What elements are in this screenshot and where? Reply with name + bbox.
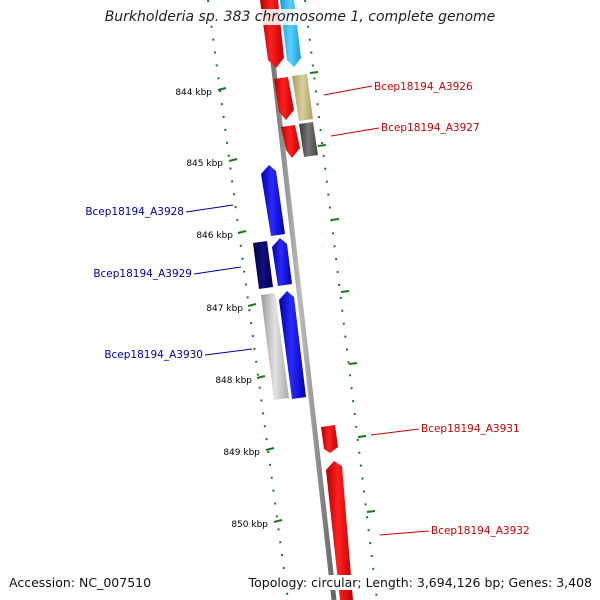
genome-stats: Topology: circular; Length: 3,694,126 bp…	[248, 575, 592, 590]
kbp-tick-label: 846 kbp	[196, 231, 233, 241]
gene-arrow-forward[interactable]	[281, 125, 300, 158]
map-title: Burkholderia sp. 383 chromosome 1, compl…	[0, 9, 600, 25]
gene-arrow-reverse[interactable]	[279, 291, 306, 399]
gene-label[interactable]: Bcep18194_A3930	[104, 349, 203, 361]
gene-label[interactable]: Bcep18194_A3928	[85, 206, 184, 218]
gene-arrow-forward[interactable]	[299, 122, 318, 157]
accession-label: Accession: NC_007510	[9, 575, 152, 590]
gene-arrow-forward[interactable]	[274, 77, 294, 120]
gene-arrow-reverse[interactable]	[261, 165, 285, 236]
gene-arrow-reverse[interactable]	[253, 241, 273, 289]
kbp-tick-label: 849 kbp	[223, 448, 260, 458]
kbp-tick-label: 844 kbp	[175, 88, 212, 98]
kbp-tick-label: 848 kbp	[215, 376, 252, 386]
gene-arrow-reverse[interactable]	[272, 238, 292, 286]
gene-label[interactable]: Bcep18194_A3931	[421, 423, 520, 435]
label-leader-lines	[185, 85, 430, 536]
kbp-tick-label: 845 kbp	[186, 159, 223, 169]
gene-arrow-forward[interactable]	[326, 461, 353, 600]
gene-label[interactable]: Bcep18194_A3927	[381, 122, 480, 134]
gene-label[interactable]: Bcep18194_A3929	[93, 268, 192, 280]
kbp-tick-marks	[217, 71, 376, 523]
kbp-tick-label: 847 kbp	[206, 304, 243, 314]
kbp-tick-label: 850 kbp	[231, 520, 268, 530]
gene-arrow-forward[interactable]	[321, 425, 338, 453]
gene-label[interactable]: Bcep18194_A3926	[374, 81, 473, 93]
gene-label[interactable]: Bcep18194_A3932	[431, 525, 530, 537]
gene-arrow-reverse[interactable]	[261, 293, 289, 400]
gene-arrow-forward[interactable]	[292, 74, 313, 121]
